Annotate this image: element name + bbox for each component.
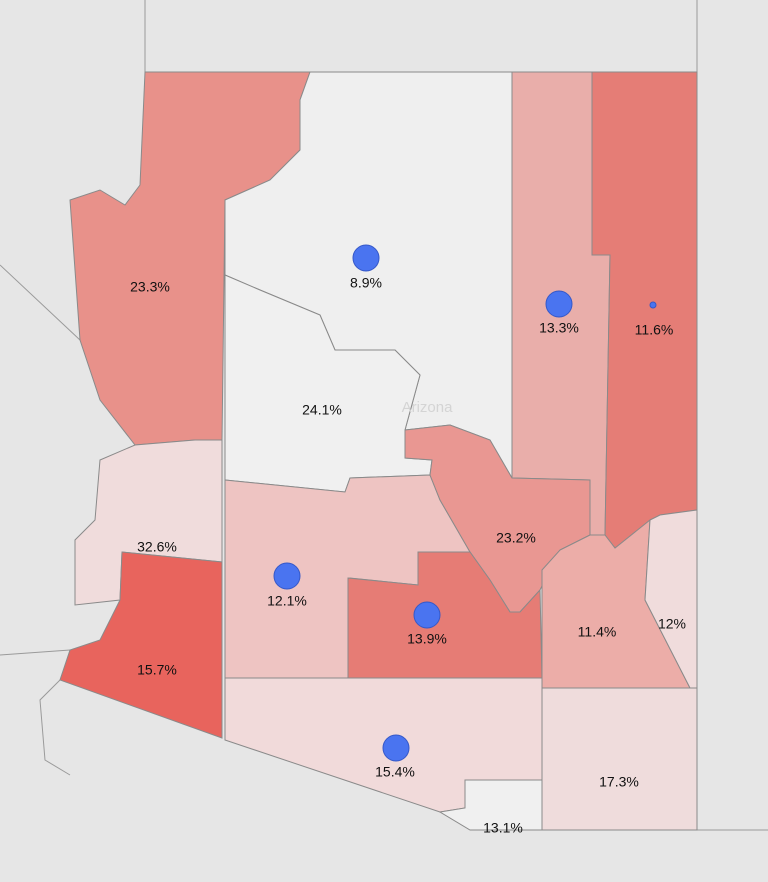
marker [382, 734, 410, 762]
border [0, 264, 81, 341]
marker [273, 562, 301, 590]
marker [649, 301, 657, 309]
region-label: 11.4% [578, 624, 617, 640]
counties [59, 71, 698, 831]
region-label: 32.6% [137, 539, 177, 555]
marker [545, 290, 573, 318]
county [541, 687, 698, 831]
region-label: 8.9% [350, 275, 382, 291]
border [39, 679, 71, 776]
border [0, 649, 71, 656]
region-label: 12.1% [267, 593, 307, 609]
region-label: 24.1% [302, 402, 342, 418]
neighbor-borders [0, 0, 768, 831]
region-label: 17.3% [599, 774, 639, 790]
markers [273, 244, 657, 762]
county [59, 551, 223, 739]
region-label: 15.4% [375, 764, 415, 780]
region-label: 12% [658, 616, 686, 632]
region-label: 11.6% [635, 322, 674, 338]
region-label: 13.3% [539, 320, 579, 336]
marker [413, 601, 441, 629]
region-label: 15.7% [137, 662, 177, 678]
region-labels: 23.3% 8.9% 24.1% 13.3% 11.6% 32.6% 15.7%… [130, 275, 686, 836]
region-label: 13.1% [483, 820, 523, 836]
marker [352, 244, 380, 272]
state-label: Arizona [402, 399, 454, 416]
region-label: 23.3% [130, 279, 170, 295]
region-label: 13.9% [407, 631, 447, 647]
region-label: 23.2% [496, 530, 536, 546]
county [438, 779, 543, 831]
